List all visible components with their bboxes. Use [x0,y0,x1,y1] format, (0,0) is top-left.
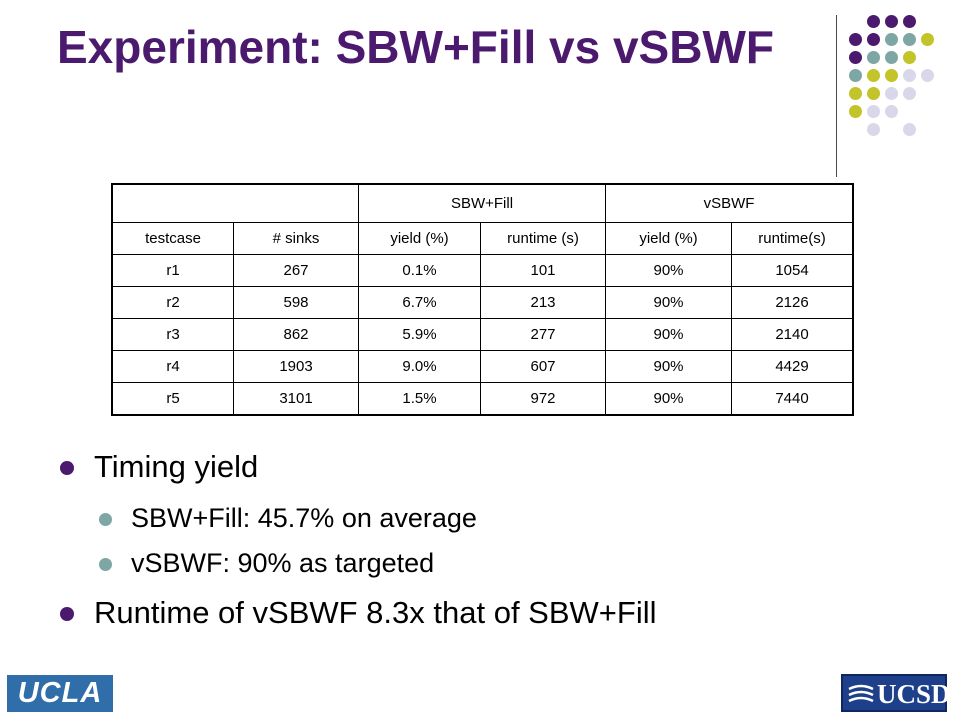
table-column-header-row: testcase # sinks yield (%) runtime (s) y… [111,222,854,255]
decor-dot [885,51,898,64]
table-cell: 90% [605,350,732,383]
table-row: r3 862 5.9% 277 90% 2140 [111,318,854,351]
table-cell: 1903 [233,350,359,383]
decor-dot [867,123,880,136]
table-column-header: runtime (s) [480,222,606,255]
table-cell: 101 [480,254,606,287]
table-group-header-row: SBW+Fill vSBWF [111,183,854,223]
table-cell: 267 [233,254,359,287]
decor-dot [921,69,934,82]
table-cell: r1 [111,254,234,287]
title-divider-line [836,15,837,177]
trident-icon [848,684,874,703]
decor-dot [885,69,898,82]
decor-dot [849,69,862,82]
table-cell: 3101 [233,382,359,416]
table-row: r2 598 6.7% 213 90% 2126 [111,286,854,319]
table-cell: 607 [480,350,606,383]
table-cell: 598 [233,286,359,319]
ucla-logo: UCLA [7,675,113,712]
table-cell: 9.0% [358,350,481,383]
table-cell: 7440 [731,382,854,416]
decor-dot [903,51,916,64]
table-cell: 4429 [731,350,854,383]
table-cell: r3 [111,318,234,351]
decor-dot [903,33,916,46]
table-row: r1 267 0.1% 101 90% 1054 [111,254,854,287]
decor-dot [867,51,880,64]
table-column-header: yield (%) [358,222,481,255]
slide-title: Experiment: SBW+Fill vs vSBWF [57,21,774,73]
table-cell: 6.7% [358,286,481,319]
bullet-text: SBW+Fill: 45.7% on average [131,503,477,533]
table-cell: 1054 [731,254,854,287]
bullet-text: vSBWF: 90% as targeted [131,548,435,578]
table-row: r4 1903 9.0% 607 90% 4429 [111,350,854,383]
ucsd-logo-text: UCSD [877,679,951,709]
table-cell: 277 [480,318,606,351]
decor-dot [903,15,916,28]
bullet-subitem: SBW+Fill: 45.7% on average [99,503,477,534]
table-cell: 90% [605,318,732,351]
decor-dot [867,33,880,46]
table-row: r5 3101 1.5% 972 90% 7440 [111,382,854,416]
decorative-dot-grid [849,15,935,155]
table-cell: 90% [605,286,732,319]
bullet-dot-icon [99,513,112,526]
table-group-header: SBW+Fill [358,183,606,223]
bullet-text: Timing yield [94,449,259,484]
bullet-item: Runtime of vSBWF 8.3x that of SBW+Fill [60,595,657,631]
ucsd-logo: UCSD [841,674,951,712]
decor-dot [867,69,880,82]
table-column-header: runtime(s) [731,222,854,255]
decor-dot [849,105,862,118]
table-cell: 2140 [731,318,854,351]
table-group-header: vSBWF [605,183,854,223]
table-cell: 213 [480,286,606,319]
decor-dot [885,105,898,118]
bullet-text: Runtime of vSBWF 8.3x that of SBW+Fill [94,595,657,630]
bullet-dot-icon [60,461,74,475]
decor-dot [885,15,898,28]
bullet-item: Timing yield [60,449,259,485]
decor-dot [867,105,880,118]
table-cell: 972 [480,382,606,416]
decor-dot [885,87,898,100]
bullet-subitem: vSBWF: 90% as targeted [99,548,435,579]
table-cell: r2 [111,286,234,319]
bullet-dot-icon [99,558,112,571]
table-cell: 90% [605,254,732,287]
decor-dot [849,87,862,100]
table-column-header: yield (%) [605,222,732,255]
table-cell: 90% [605,382,732,416]
table-cell: 0.1% [358,254,481,287]
table-corner-cell [111,183,359,223]
decor-dot [903,87,916,100]
table-cell: 5.9% [358,318,481,351]
table-cell: r5 [111,382,234,416]
table-cell: 2126 [731,286,854,319]
table-cell: r4 [111,350,234,383]
bullet-dot-icon [60,607,74,621]
decor-dot [867,87,880,100]
table-cell: 862 [233,318,359,351]
decor-dot [867,15,880,28]
table-cell: 1.5% [358,382,481,416]
decor-dot [885,33,898,46]
decor-dot [849,33,862,46]
table-column-header: # sinks [233,222,359,255]
decor-dot [849,51,862,64]
results-table: SBW+Fill vSBWF testcase # sinks yield (%… [111,183,854,416]
decor-dot [921,33,934,46]
table-column-header: testcase [111,222,234,255]
decor-dot [903,69,916,82]
decor-dot [903,123,916,136]
